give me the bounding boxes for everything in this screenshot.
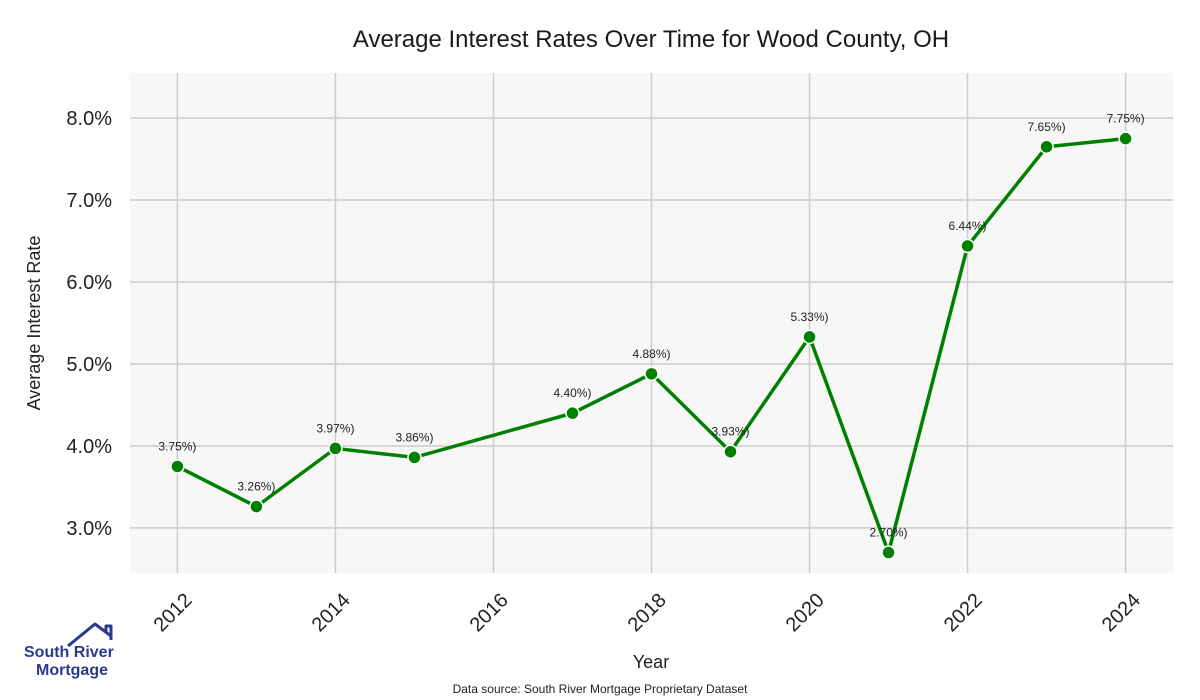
data-point [802, 329, 817, 345]
y-tick-label: 7.0% [66, 190, 112, 212]
y-tick-label: 6.0% [66, 272, 112, 294]
y-ticks: 3.0% 4.0% 5.0% 6.0% 7.0% 8.0% [66, 108, 112, 540]
series-line [176, 136, 1126, 559]
data-point [881, 545, 896, 560]
data-source-note: Data source: South River Mortgage Propri… [453, 682, 748, 696]
data-label: 3.26%) [237, 480, 275, 494]
grid [130, 73, 1173, 573]
y-axis-label: Average Interest Rate [24, 236, 44, 411]
x-tick-label: 2020 [782, 589, 829, 636]
x-ticks: 2012 2014 2016 2018 2020 2022 2024 [150, 589, 1145, 636]
data-label: 4.40%) [553, 386, 591, 400]
x-tick-label: 2022 [940, 589, 987, 636]
data-label: 7.65%) [1028, 120, 1066, 134]
y-tick-label: 4.0% [66, 436, 112, 458]
x-tick-label: 2016 [466, 589, 513, 636]
data-label: 4.88%) [632, 347, 670, 361]
data-point [1118, 131, 1133, 146]
data-label: 3.97%) [316, 421, 354, 435]
data-label: 2.70%) [870, 526, 908, 540]
x-tick-label: 2012 [150, 589, 197, 636]
data-point [960, 238, 975, 254]
company-logo: South River Mortgage [24, 622, 114, 679]
data-point [407, 450, 422, 465]
data-label: 5.33%) [791, 310, 829, 324]
x-axis-label: Year [633, 652, 669, 672]
logo-text-line1: South River [24, 644, 114, 661]
data-point [249, 499, 264, 514]
data-label: 3.93%) [711, 425, 749, 439]
data-label: 3.75%) [158, 439, 196, 453]
data-point [644, 366, 659, 382]
data-label: 3.86%) [395, 430, 433, 444]
x-tick-label: 2018 [624, 589, 671, 636]
data-point [1039, 139, 1054, 155]
y-tick-label: 5.0% [66, 354, 112, 376]
y-tick-label: 3.0% [66, 518, 112, 540]
chart-title: Average Interest Rates Over Time for Woo… [353, 26, 949, 53]
data-label: 7.75%) [1107, 112, 1145, 126]
data-point [328, 441, 343, 456]
data-point [565, 405, 580, 421]
data-point [170, 459, 185, 474]
data-labels: 3.75%) 3.26%) 3.97%) 3.86%) 4.40%) 4.88%) 3.93… [158, 112, 1144, 540]
logo-text-line2: Mortgage [36, 662, 108, 679]
house-roof-icon [67, 622, 113, 648]
data-points [170, 131, 1133, 560]
data-label: 6.44%) [949, 219, 987, 233]
y-tick-label: 8.0% [66, 108, 112, 130]
x-tick-label: 2014 [308, 589, 355, 636]
data-point [723, 444, 738, 459]
x-tick-label: 2024 [1098, 589, 1145, 636]
